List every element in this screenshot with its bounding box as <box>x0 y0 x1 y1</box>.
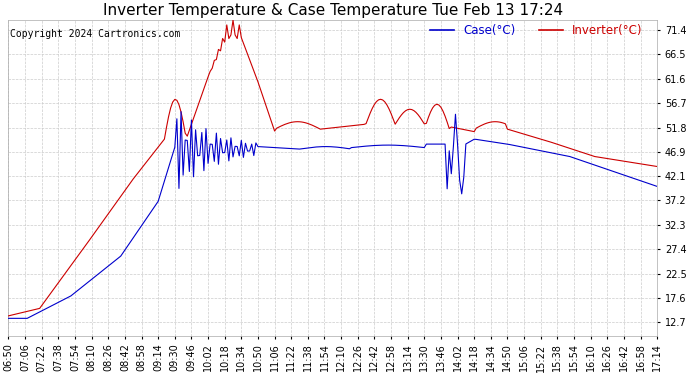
Title: Inverter Temperature & Case Temperature Tue Feb 13 17:24: Inverter Temperature & Case Temperature … <box>103 3 563 18</box>
Text: Copyright 2024 Cartronics.com: Copyright 2024 Cartronics.com <box>10 29 180 39</box>
Legend: Case(°C), Inverter(°C): Case(°C), Inverter(°C) <box>426 20 647 42</box>
